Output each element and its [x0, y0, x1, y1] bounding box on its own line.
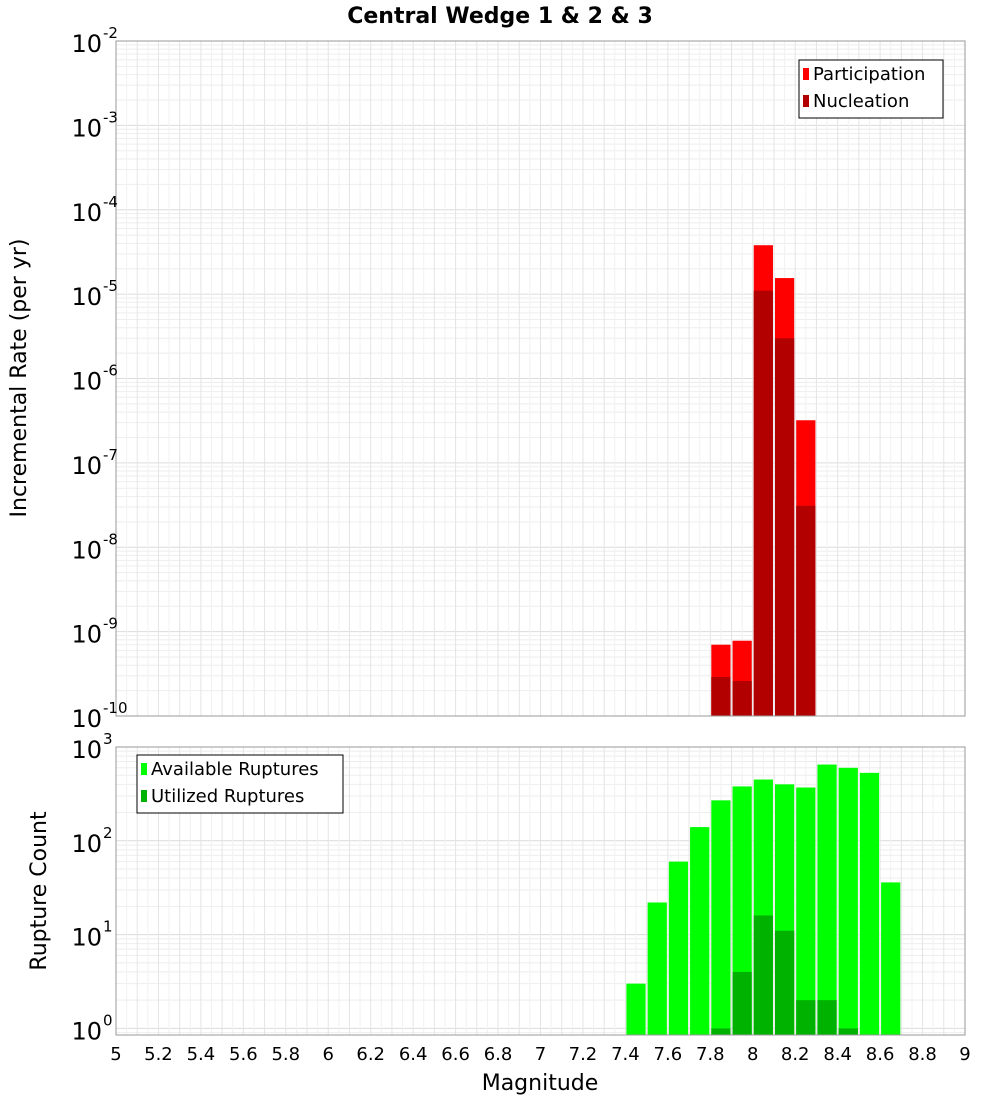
count-y-tick-exponent: 0	[103, 1011, 113, 1029]
rate-y-tick-exponent: -7	[103, 446, 118, 464]
count-y-tick-base: 10	[71, 924, 102, 952]
count-bar-utilized-ruptures	[774, 930, 795, 1035]
rate-y-tick-exponent: -8	[103, 530, 118, 548]
x-tick-label: 5.6	[229, 1044, 258, 1065]
rate-y-tick-exponent: -10	[103, 699, 128, 717]
x-tick-labels: 5 5.2 5.4 5.6 5.8 6 6.2 6.4 6.6 6.8 7 7.2 7.4 7.6 7.8 8…	[110, 1044, 970, 1065]
count-y-tick-base: 10	[71, 830, 102, 858]
count-bar-available-ruptures	[668, 861, 689, 1035]
chart-title: Central Wedge 1 & 2 & 3	[347, 4, 653, 29]
count-y-tick-exponent: 2	[103, 824, 113, 842]
rate-legend-box	[798, 59, 944, 119]
x-tick-label: 8.8	[908, 1044, 937, 1065]
count-legend-label: Available Ruptures	[151, 759, 319, 780]
x-tick-label: 5.8	[271, 1044, 300, 1065]
count-bar-available-ruptures	[838, 767, 858, 1035]
rate-y-tick-exponent: -4	[103, 193, 118, 211]
rate-legend-label: Participation	[813, 64, 925, 85]
rate-bar-nucleation	[796, 505, 816, 716]
rate-y-axis-label: Incremental Rate (per yr)	[7, 239, 32, 518]
x-tick-label: 6.4	[399, 1044, 428, 1065]
rate-y-tick-exponent: -6	[103, 362, 118, 380]
count-bar-available-ruptures	[711, 800, 731, 1035]
rate-y-tick-exponent: -9	[103, 615, 118, 633]
count-bar-available-ruptures	[690, 827, 710, 1035]
x-tick-label: 6.2	[356, 1044, 385, 1065]
rate-y-tick-base: 10	[71, 199, 102, 227]
count-bar-available-ruptures	[796, 787, 816, 1035]
rate-plot-frame	[115, 40, 966, 717]
count-bars	[626, 764, 901, 1035]
x-tick-label: 8	[747, 1044, 758, 1065]
count-plot-frame	[115, 746, 966, 1036]
rate-y-tick-base: 10	[71, 621, 102, 649]
count-y-axis-label: Rupture Count	[27, 811, 52, 971]
rate-legend-swatch	[803, 95, 809, 107]
x-tick-label: 7.4	[611, 1044, 640, 1065]
count-y-tick-exponent: 3	[103, 730, 113, 748]
count-y-tick-base: 10	[71, 736, 102, 764]
x-tick-label: 6.6	[441, 1044, 470, 1065]
x-tick-label: 9	[959, 1044, 970, 1065]
count-bar-utilized-ruptures	[711, 1028, 731, 1035]
x-tick-label: 7.6	[654, 1044, 683, 1065]
rate-bar-nucleation	[774, 338, 795, 716]
rate-y-tick-base: 10	[71, 452, 102, 480]
rate-bars	[711, 245, 816, 717]
count-y-tick-exponent: 1	[103, 918, 113, 936]
x-tick-label: 5.4	[187, 1044, 216, 1065]
x-tick-label: 5.2	[144, 1044, 173, 1065]
x-tick-label: 7.8	[696, 1044, 725, 1065]
rate-y-tick-base: 10	[71, 368, 102, 396]
rate-y-tick-base: 10	[71, 283, 102, 311]
count-legend-box	[136, 754, 344, 814]
count-legend-swatch	[141, 790, 147, 802]
rate-panel: 10-210-310-410-510-610-710-810-910-10 In…	[7, 24, 966, 733]
rate-legend-label: Nucleation	[813, 91, 909, 112]
count-bar-available-ruptures	[647, 902, 667, 1035]
rate-bar-nucleation	[753, 290, 773, 716]
x-axis-label: Magnitude	[482, 1071, 599, 1096]
rate-y-tick-base: 10	[71, 536, 102, 564]
rate-grid	[115, 41, 966, 717]
x-tick-label: 5	[110, 1044, 121, 1065]
rate-y-ticks: 10-210-310-410-510-610-710-810-910-10	[71, 24, 127, 733]
rate-bar-nucleation	[732, 680, 752, 716]
count-bar-utilized-ruptures	[817, 1000, 837, 1035]
x-tick-label: 8.6	[866, 1044, 895, 1065]
count-bar-available-ruptures	[859, 772, 880, 1035]
rate-y-tick-exponent: -5	[103, 277, 118, 295]
x-tick-label: 7.2	[569, 1044, 598, 1065]
x-tick-label: 8.4	[823, 1044, 852, 1065]
rate-y-tick-exponent: -2	[103, 24, 118, 42]
rate-y-tick-exponent: -3	[103, 108, 118, 126]
rate-y-tick-base: 10	[71, 114, 102, 142]
count-legend: Available Ruptures Utilized Ruptures	[136, 754, 344, 814]
count-legend-label: Utilized Ruptures	[151, 786, 304, 807]
count-bar-utilized-ruptures	[753, 915, 773, 1035]
rate-y-tick-base: 10	[71, 705, 102, 733]
x-tick-label: 6	[323, 1044, 334, 1065]
rate-bar-nucleation	[711, 676, 731, 716]
count-legend-swatch	[141, 763, 147, 775]
rate-legend-swatch	[803, 68, 809, 80]
x-tick-label: 7	[535, 1044, 546, 1065]
count-y-tick-base: 10	[71, 1017, 102, 1045]
rate-legend: Participation Nucleation	[798, 59, 944, 119]
count-bar-utilized-ruptures	[796, 1000, 816, 1035]
x-tick-label: 8.2	[781, 1044, 810, 1065]
count-bar-available-ruptures	[626, 983, 646, 1035]
count-bar-utilized-ruptures	[838, 1028, 858, 1035]
rate-y-tick-base: 10	[71, 30, 102, 58]
count-bar-available-ruptures	[881, 882, 901, 1035]
count-bar-utilized-ruptures	[732, 971, 752, 1035]
x-tick-label: 6.8	[484, 1044, 513, 1065]
count-bar-available-ruptures	[817, 764, 837, 1035]
